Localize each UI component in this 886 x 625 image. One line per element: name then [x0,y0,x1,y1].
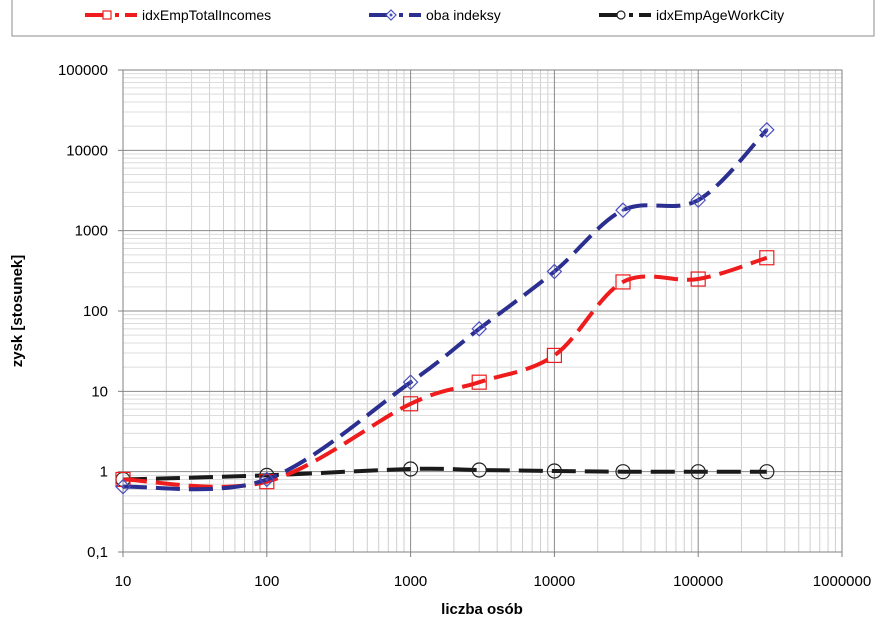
legend-label: idxEmpTotalIncomes [142,7,271,23]
legend: idxEmpTotalIncomes oba indeksy idxEmpAgeWo… [85,7,784,23]
legend-box [11,0,875,37]
x-tick-label: 10000 [534,573,576,590]
legend-label: oba indeksy [426,7,501,23]
data-point [471,320,488,337]
data-point [546,347,563,364]
data-point [615,464,631,480]
data-point [690,464,706,480]
x-axis-ticks: 10 100 1000 10000 100000 1000000 [115,552,871,590]
x-tick-label: 100 [254,573,279,590]
data-point [403,461,419,477]
x-tick-label: 10 [115,573,132,590]
y-tick-label: 0,1 [87,544,108,561]
data-point [403,396,419,412]
x-tick-label: 1000000 [813,573,871,590]
y-tick-label: 10 [91,383,108,400]
legend-entry-idxEmpTotalIncomes: idxEmpTotalIncomes [85,7,271,23]
legend-swatch-marker [385,9,397,21]
legend-entry-oba indeksy: oba indeksy [369,7,501,23]
data-point [402,374,419,391]
y-tick-label: 10000 [66,142,108,159]
series-oba indeksy [115,121,775,495]
series-group [115,121,775,495]
data-point [690,271,706,287]
y-tick-label: 1000 [75,223,108,240]
y-tick-label: 100000 [58,62,108,79]
data-point [546,263,563,280]
series-line [122,128,769,492]
legend-entry-idxEmpAgeWorkCity: idxEmpAgeWorkCity [599,7,784,23]
series-line [122,466,767,482]
y-tick-label: 100 [83,303,108,320]
data-point [759,250,775,266]
data-point [690,192,707,208]
x-tick-label: 1000 [394,573,427,590]
legend-swatch-marker [616,10,626,20]
data-point [546,463,563,479]
data-point [115,478,131,495]
y-axis-title: zysk [stosunek] [9,255,26,368]
legend-label: idxEmpAgeWorkCity [656,7,784,23]
x-axis-title: liczba osób [441,601,523,618]
series-idxEmpAgeWorkCity [115,461,775,488]
data-point [615,202,631,219]
series-line [122,255,768,489]
legend-swatch-marker [102,10,112,20]
data-point [471,462,487,478]
data-point [758,121,775,138]
data-point [759,464,775,480]
y-axis-ticks: 0,1 1 10 100 1000 10000 100000 [58,62,123,561]
data-point [471,374,487,390]
y-tick-label: 1 [100,464,108,481]
x-tick-label: 100000 [673,573,723,590]
data-point [258,471,275,488]
data-point [615,274,631,290]
